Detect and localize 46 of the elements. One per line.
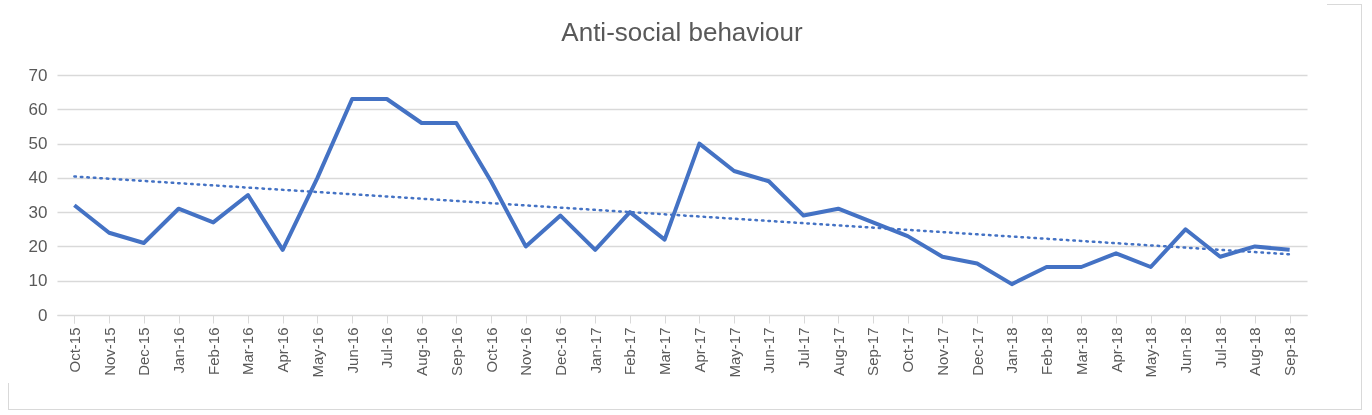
x-tick-label: Jun-16 — [343, 327, 361, 374]
x-tick-label: Feb-16 — [204, 327, 222, 376]
y-tick-label: 20 — [28, 236, 48, 256]
x-tick-label: Nov-16 — [517, 327, 535, 376]
x-tick-label: Aug-16 — [413, 327, 431, 376]
x-tick-label: May-16 — [308, 327, 326, 378]
x-tick-label: Dec-17 — [968, 327, 986, 376]
x-tick-label: Jul-17 — [795, 327, 813, 369]
y-tick-label: 10 — [28, 271, 48, 291]
y-tick-label: 30 — [28, 202, 48, 222]
x-tick-label: Jul-16 — [378, 327, 396, 369]
x-tick-label: Jan-16 — [170, 327, 188, 374]
x-tick-label: Mar-18 — [1072, 327, 1090, 376]
y-tick-label: 60 — [28, 99, 48, 119]
y-tick-label: 0 — [38, 305, 48, 325]
x-tick-label: Apr-16 — [274, 327, 292, 373]
x-tick-label: Dec-16 — [551, 327, 569, 376]
x-tick-label: Sep-16 — [447, 327, 465, 376]
x-tick-label: Aug-18 — [1246, 327, 1264, 376]
x-tick-label: Aug-17 — [829, 327, 847, 376]
x-tick-label: Oct-16 — [482, 327, 500, 373]
x-tick-label: Mar-16 — [239, 327, 257, 376]
x-tick-label: Mar-17 — [656, 327, 674, 376]
x-tick-label: Oct-15 — [65, 327, 83, 373]
chart-title: Anti-social behaviour — [561, 17, 804, 47]
x-tick-label: Sep-18 — [1281, 327, 1299, 376]
x-tick-label: Nov-15 — [100, 327, 118, 376]
x-tick-label: Jan-17 — [586, 327, 604, 374]
x-tick-label: Jan-18 — [1003, 327, 1021, 374]
x-tick-label: Dec-15 — [135, 327, 153, 376]
x-tick-label: Jun-18 — [1176, 327, 1194, 374]
x-tick-label: May-18 — [1142, 327, 1160, 378]
y-tick-label: 70 — [28, 65, 48, 85]
x-tick-label: Feb-18 — [1038, 327, 1056, 376]
x-tick-label: May-17 — [725, 327, 743, 378]
x-tick-label: Jun-17 — [760, 327, 778, 374]
x-tick-label: Feb-17 — [621, 327, 639, 376]
x-tick-label: Apr-17 — [690, 327, 708, 373]
x-tick-label: Oct-17 — [899, 327, 917, 373]
line-series — [72, 97, 1292, 287]
x-tick-label: Nov-17 — [933, 327, 951, 376]
y-tick-label: 50 — [28, 134, 48, 154]
y-tick-label: 40 — [28, 168, 48, 188]
x-tick-label: Apr-18 — [1107, 327, 1125, 373]
x-tick-label: Sep-17 — [864, 327, 882, 376]
x-tick-label: Jul-18 — [1211, 327, 1229, 369]
